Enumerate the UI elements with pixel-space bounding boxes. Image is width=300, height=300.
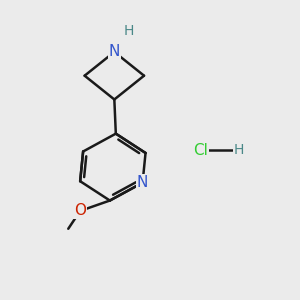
Text: O: O <box>74 203 86 218</box>
Text: H: H <box>234 143 244 157</box>
Text: Cl: Cl <box>193 142 208 158</box>
Text: N: N <box>137 175 148 190</box>
Text: N: N <box>109 44 120 59</box>
Text: H: H <box>124 24 134 38</box>
